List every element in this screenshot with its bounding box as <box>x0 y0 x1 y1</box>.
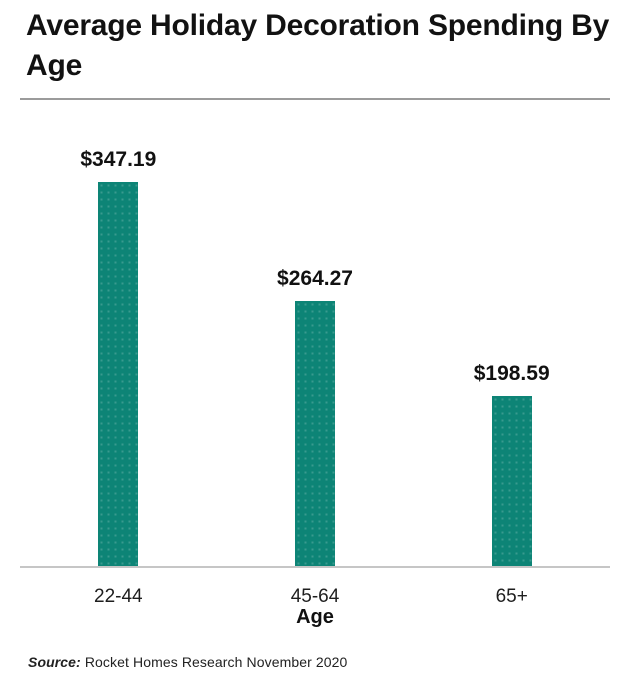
value-label-45-64: $264.27 <box>277 267 353 290</box>
bar-column-65+: $198.59 <box>413 120 610 567</box>
source-prefix: Source: <box>28 654 81 670</box>
value-label-22-44: $347.19 <box>80 148 157 171</box>
value-label-65+: $198.59 <box>473 362 550 385</box>
category-label-45-64: 45-64 <box>290 586 340 607</box>
bar-65+ <box>491 396 532 567</box>
title-divider <box>20 98 610 100</box>
bar-column-22-44: $347.19 <box>20 120 217 567</box>
chart-title: Average Holiday Decoration Spending By A… <box>26 9 610 82</box>
source-text: Rocket Homes Research November 2020 <box>80 654 348 670</box>
x-axis-line <box>20 566 610 568</box>
category-row: 22-44 45-64 65+ <box>20 586 610 608</box>
bar-45-64 <box>295 301 335 567</box>
bar-column-45-64: $264.27 <box>217 120 414 567</box>
source-note: Source: Rocket Homes Research November 2… <box>28 654 347 670</box>
category-label-22-44: 22-44 <box>94 586 143 607</box>
x-axis-title: Age <box>296 606 334 628</box>
category-label-65+: 65+ <box>495 586 528 607</box>
plot-area: $347.19 $264.27 $198.59 <box>20 120 610 567</box>
bar-22-44 <box>98 182 139 567</box>
